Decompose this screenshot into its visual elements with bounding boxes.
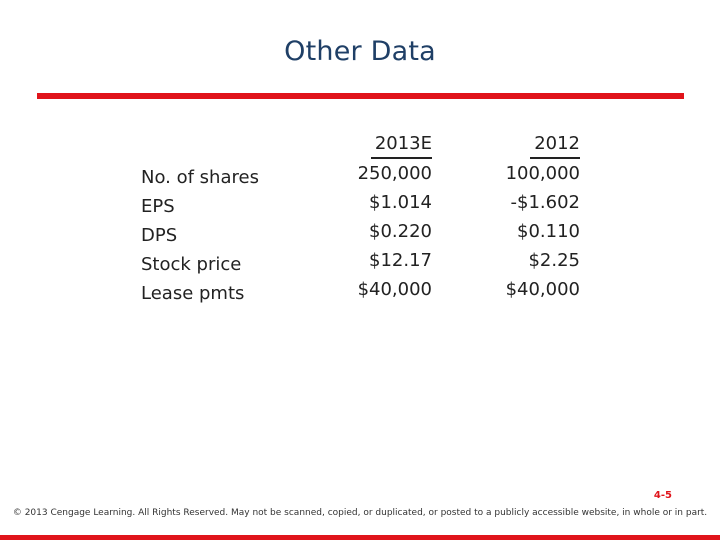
cell-2012-lease-pmts: $40,000: [505, 279, 580, 300]
cell-2012-eps: -$1.602: [510, 192, 580, 213]
column-2013e: 2013E 250,000 $1.014 $0.220 $12.17 $40,0…: [340, 129, 432, 304]
column-2012: 2012 100,000 -$1.602 $0.110 $2.25 $40,00…: [480, 129, 580, 304]
page-number: 4-5: [653, 490, 672, 501]
row-label-stock-price: Stock price: [141, 254, 242, 275]
cell-2013e-shares: 250,000: [357, 163, 432, 184]
row-label-lease-pmts: Lease pmts: [141, 283, 245, 304]
title-divider: [37, 93, 684, 99]
column-header-2013e: 2013E: [370, 131, 432, 159]
cell-2013e-dps: $0.220: [369, 221, 432, 242]
copyright-footer: © 2013 Cengage Learning. All Rights Rese…: [12, 508, 708, 518]
cell-2013e-stock-price: $12.17: [369, 250, 432, 271]
bottom-accent-bar: [0, 535, 720, 540]
cell-2012-dps: $0.110: [517, 221, 580, 242]
column-header-2012: 2012: [530, 131, 580, 159]
row-label-eps: EPS: [141, 196, 175, 217]
cell-2012-stock-price: $2.25: [528, 250, 580, 271]
row-label-dps: DPS: [141, 225, 178, 246]
cell-2013e-eps: $1.014: [369, 192, 432, 213]
row-label-shares: No. of shares: [141, 167, 259, 188]
slide-title: Other Data: [284, 36, 436, 67]
row-labels: No. of shares EPS DPS Stock price Lease …: [141, 163, 259, 308]
cell-2013e-lease-pmts: $40,000: [357, 279, 432, 300]
cell-2012-shares: 100,000: [505, 163, 580, 184]
